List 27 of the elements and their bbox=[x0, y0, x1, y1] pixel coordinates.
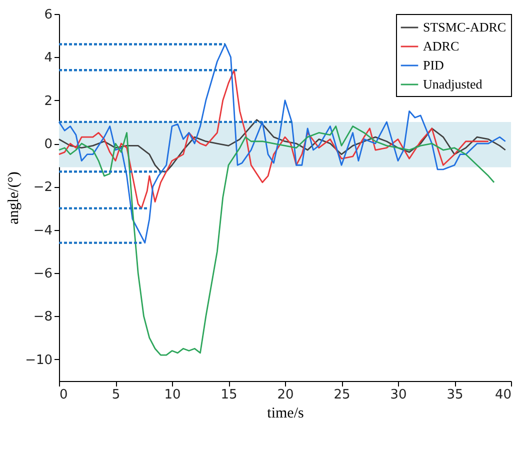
x-tick-label: 5 bbox=[112, 388, 120, 402]
legend-label: STSMC-ADRC bbox=[423, 20, 506, 34]
y-tick-label: −10 bbox=[25, 352, 52, 368]
y-tick-label: −8 bbox=[33, 310, 52, 325]
y-tick-label: −4 bbox=[33, 223, 52, 238]
line-series bbox=[58, 44, 506, 244]
legend-label: PID bbox=[423, 58, 444, 72]
x-tick-label: 35 bbox=[446, 388, 464, 402]
x-tick-label: 15 bbox=[220, 388, 238, 402]
y-tick-label: 0 bbox=[44, 137, 52, 152]
y-tick-label: −2 bbox=[33, 180, 52, 196]
y-tick-label: 2 bbox=[44, 94, 52, 109]
line-series bbox=[58, 126, 495, 356]
legend-label: ADRC bbox=[423, 38, 460, 54]
x-tick-label: 25 bbox=[334, 388, 350, 402]
x-tick-label: 0 bbox=[60, 388, 68, 402]
x-axis-title: time/s bbox=[267, 406, 304, 422]
legend-label: Unadjusted bbox=[423, 76, 483, 92]
y-tick-label: 4 bbox=[44, 50, 52, 66]
x-tick-label: 40 bbox=[494, 388, 512, 402]
y-axis-title: angle/(°) bbox=[6, 172, 22, 224]
y-tick-label: −6 bbox=[33, 266, 52, 282]
line-series bbox=[58, 69, 490, 209]
y-tick-label: 6 bbox=[44, 8, 52, 22]
x-tick-label: 20 bbox=[277, 388, 294, 402]
x-tick-label: 30 bbox=[390, 388, 407, 402]
x-tick-label: 10 bbox=[164, 388, 181, 402]
